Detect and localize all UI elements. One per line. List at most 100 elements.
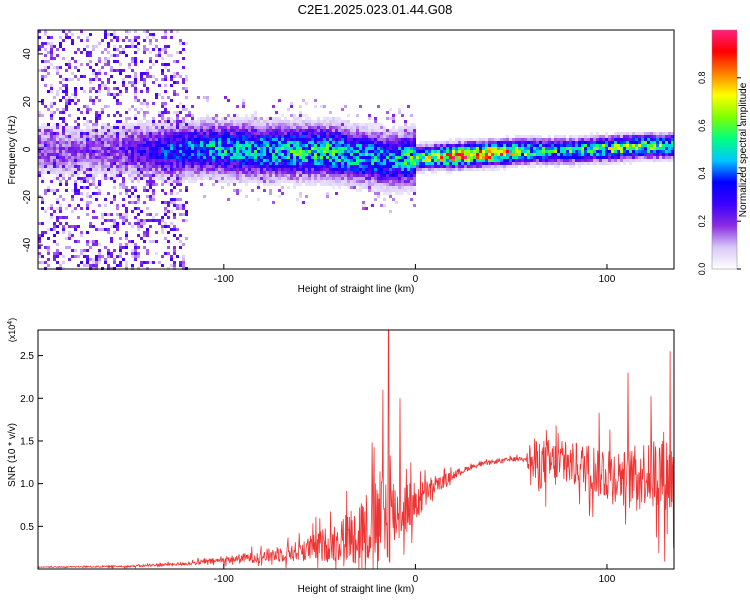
spectrogram-cell (143, 51, 146, 54)
spectrogram-cell (629, 135, 632, 138)
spectrogram-cell (167, 69, 170, 72)
spectrogram-cell (377, 180, 380, 183)
spectrogram-cell (113, 96, 116, 99)
spectrogram-cell (185, 174, 188, 177)
spectrogram-cell (68, 171, 71, 174)
spectrogram-cell (173, 159, 176, 162)
spectrogram-cell (179, 144, 182, 147)
spectrogram-cell (518, 144, 521, 147)
spectrogram-cell (128, 222, 131, 225)
spectrogram-cell (254, 126, 257, 129)
spectrogram-cell (173, 144, 176, 147)
spectrogram-cell (185, 114, 188, 117)
spectrogram-cell (185, 117, 188, 120)
spectrogram-cell (212, 132, 215, 135)
spectrogram-cell (290, 162, 293, 165)
spectrogram-cell (404, 144, 407, 147)
spectrogram-cell (392, 171, 395, 174)
spectrogram-cell (227, 198, 230, 201)
spectrogram-cell (227, 114, 230, 117)
spectrogram-cell (596, 132, 599, 135)
spectrogram-cell (308, 159, 311, 162)
spectrogram-cell (503, 144, 506, 147)
spectrogram-cell (299, 174, 302, 177)
spectrogram-cell (551, 150, 554, 153)
spectrogram-cell (389, 210, 392, 213)
spectrogram-cell (188, 126, 191, 129)
spectrogram-cell (374, 186, 377, 189)
spectrogram-cell (101, 165, 104, 168)
spectrogram-cell (500, 153, 503, 156)
spectrogram-cell (647, 138, 650, 141)
spectrogram-cell (200, 183, 203, 186)
spectrogram-cell (149, 138, 152, 141)
spectrogram-cell (98, 156, 101, 159)
spectrogram-cell (53, 189, 56, 192)
spectrogram-cell (167, 201, 170, 204)
spectrogram-cell (161, 219, 164, 222)
spectrogram-cell (134, 216, 137, 219)
spectrogram-cell (248, 117, 251, 120)
spectrogram-cell (278, 120, 281, 123)
spectrogram-cell (287, 180, 290, 183)
spectrogram-cell (620, 144, 623, 147)
spectrogram-cell (98, 258, 101, 261)
spectrogram-cell (185, 159, 188, 162)
spectrogram-cell (455, 159, 458, 162)
spectrogram-cell (212, 150, 215, 153)
spectrogram-cell (299, 141, 302, 144)
spectrogram-cell (125, 237, 128, 240)
spectrogram-cell (365, 162, 368, 165)
spectrogram-cell (338, 186, 341, 189)
spectrogram-cell (134, 162, 137, 165)
y-tick-label: 40 (22, 48, 33, 60)
spectrogram-cell (359, 129, 362, 132)
spectrogram-cell (86, 54, 89, 57)
spectrogram-cell (92, 156, 95, 159)
spectrogram-cell (134, 249, 137, 252)
spectrogram-cell (152, 180, 155, 183)
spectrogram-cell (149, 159, 152, 162)
spectrogram-cell (401, 165, 404, 168)
spectrogram-cell (263, 159, 266, 162)
spectrogram-cell (125, 87, 128, 90)
spectrogram-cell (344, 183, 347, 186)
spectrogram-cell (161, 57, 164, 60)
spectrogram-cell (671, 132, 674, 135)
spectrogram-cell (275, 156, 278, 159)
spectrogram-cell (278, 150, 281, 153)
spectrogram-cell (365, 126, 368, 129)
spectrogram-cell (197, 156, 200, 159)
spectrogram-cell (41, 222, 44, 225)
spectrogram-cell (491, 141, 494, 144)
spectrogram-cell (77, 159, 80, 162)
snr-line (37, 329, 675, 570)
spectrogram-cell (434, 168, 437, 171)
spectrogram-cell (152, 153, 155, 156)
spectrogram-cell (266, 171, 269, 174)
spectrogram-cell (419, 153, 422, 156)
spectrogram-cell (503, 168, 506, 171)
spectrogram-cell (56, 93, 59, 96)
spectrogram-cell (386, 132, 389, 135)
spectrogram-cell (548, 159, 551, 162)
spectrogram-cell (206, 117, 209, 120)
spectrogram-cell (182, 132, 185, 135)
spectrogram-cell (86, 147, 89, 150)
spectrogram-cell (626, 147, 629, 150)
spectrogram-cell (383, 171, 386, 174)
spectrogram-cell (317, 165, 320, 168)
spectrogram-cell (566, 150, 569, 153)
spectrogram-cell (236, 174, 239, 177)
spectrogram-cell (71, 189, 74, 192)
spectrogram-cell (404, 174, 407, 177)
spectrogram-cell (611, 159, 614, 162)
spectrogram-cell (185, 135, 188, 138)
spectrogram-cell (86, 39, 89, 42)
spectrogram-cell (281, 171, 284, 174)
spectrogram-cell (518, 141, 521, 144)
spectrogram-cell (59, 141, 62, 144)
spectrogram-cell (416, 168, 419, 171)
spectrogram-cell (611, 162, 614, 165)
spectrogram-cell (176, 162, 179, 165)
